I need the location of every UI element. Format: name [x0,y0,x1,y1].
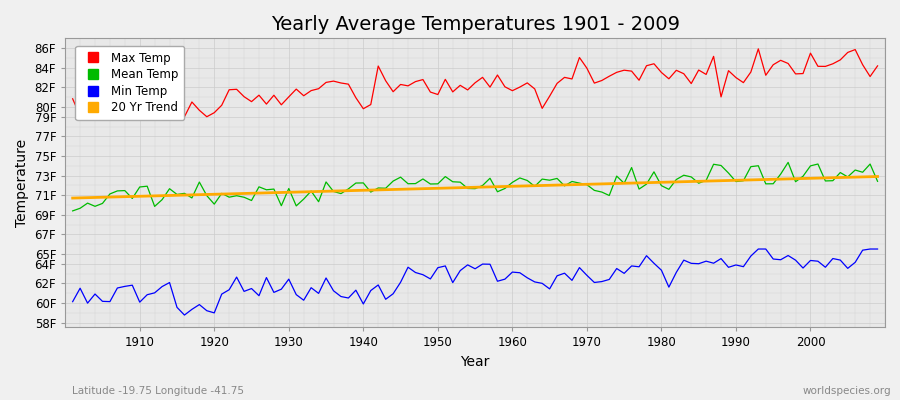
Text: worldspecies.org: worldspecies.org [803,386,891,396]
Y-axis label: Temperature: Temperature [15,139,29,227]
Legend: Max Temp, Mean Temp, Min Temp, 20 Yr Trend: Max Temp, Mean Temp, Min Temp, 20 Yr Tre… [76,46,184,120]
Text: Latitude -19.75 Longitude -41.75: Latitude -19.75 Longitude -41.75 [72,386,244,396]
Title: Yearly Average Temperatures 1901 - 2009: Yearly Average Temperatures 1901 - 2009 [271,15,680,34]
X-axis label: Year: Year [461,355,490,369]
